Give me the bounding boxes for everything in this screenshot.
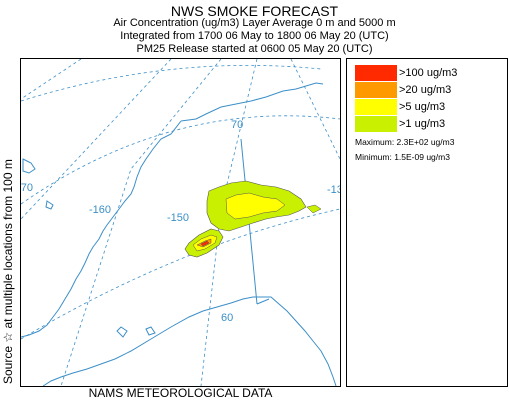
legend-panel: >100 ug/m3 >20 ug/m3 >5 ug/m3 >1 ug/m3 M… (346, 58, 508, 387)
subtitle-integration-period: Integrated from 1700 06 May to 1800 06 M… (120, 30, 389, 42)
legend-label: >100 ug/m3 (399, 67, 458, 79)
island (22, 158, 36, 174)
island (116, 326, 128, 338)
island (45, 200, 54, 210)
legend-item: >100 ug/m3 (355, 65, 505, 81)
legend-label: >1 ug/m3 (399, 118, 446, 130)
graticule-label: -160 (89, 204, 111, 216)
graticule-label: 60 (221, 312, 233, 324)
legend-item: >1 ug/m3 (355, 116, 505, 132)
plume-level-4 (200, 240, 210, 247)
legend-item: >5 ug/m3 (355, 99, 505, 115)
page-title: NWS SMOKE FORECAST (170, 3, 339, 19)
plume-fragment (306, 204, 322, 214)
coast-peninsula (42, 358, 116, 386)
graticule-label: -130 (327, 184, 340, 196)
smoke-plume-northeast (206, 180, 322, 232)
coastline (21, 82, 337, 386)
border-canada-south (256, 298, 270, 305)
map-panel: -170 -160 -150 -130 70 60 (20, 58, 341, 387)
graticule-lon-line (60, 59, 222, 386)
graticule-lon-line (21, 59, 172, 220)
footer-label: NAMS METEOROLOGICAL DATA (88, 386, 273, 400)
legend-minimum: Minimum: 1.5E-09 ug/m3 (355, 152, 450, 162)
graticule-label: -150 (167, 212, 189, 224)
graticule-lat-line (21, 115, 340, 205)
plume-level-2 (225, 192, 286, 220)
graticule-lon-line (290, 59, 340, 160)
smoke-plume-southwest (184, 228, 224, 258)
map-svg: -170 -160 -150 -130 70 60 (21, 59, 340, 386)
graticule-lon-line (21, 59, 82, 100)
legend-swatch (355, 82, 397, 98)
graticule-label: -170 (21, 182, 33, 194)
legend-swatch (355, 65, 397, 81)
coast-west (21, 120, 182, 338)
subtitle-release-start: PM25 Release started at 0600 05 May 20 (… (136, 43, 373, 55)
legend-label: >20 ug/m3 (399, 84, 452, 96)
graticule-lat-line (21, 64, 322, 102)
graticule-lat-line (21, 208, 340, 340)
legend-maximum: Maximum: 2.3E+02 ug/m3 (355, 137, 455, 147)
coast-north (180, 82, 324, 122)
island (145, 326, 156, 336)
legend-swatch (355, 99, 397, 115)
legend-label: >5 ug/m3 (399, 101, 446, 113)
graticule-label: 70 (231, 119, 243, 131)
source-side-label: Source ☆ at multiple locations from 100 … (1, 159, 15, 384)
legend-item: >20 ug/m3 (355, 82, 505, 98)
coast-south (114, 296, 337, 386)
legend-swatch (355, 116, 397, 132)
graticule (21, 59, 340, 386)
subtitle-concentration: Air Concentration (ug/m3) Layer Average … (113, 17, 396, 29)
